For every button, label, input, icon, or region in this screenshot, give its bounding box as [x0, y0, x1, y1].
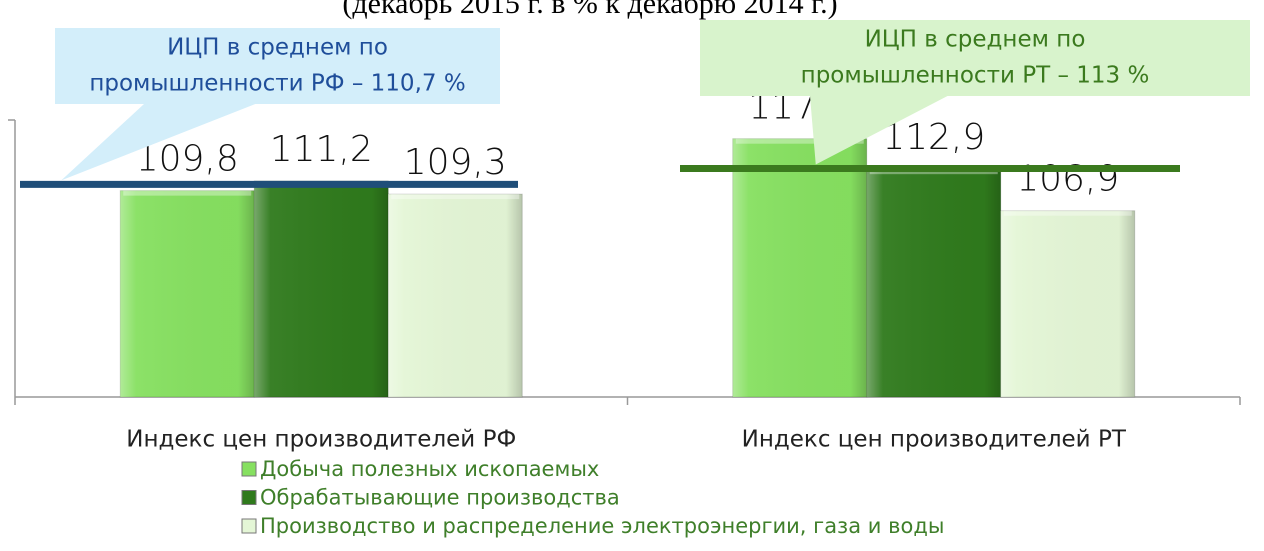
callout	[700, 20, 1250, 165]
x-tick-label: Индекс цен производителей РТ	[742, 427, 1127, 453]
callout	[55, 28, 500, 181]
bar-shine	[120, 190, 255, 397]
legend-label: Обрабатывающие производства	[260, 486, 620, 510]
bar-shine	[388, 194, 523, 397]
bar-shine	[866, 169, 1001, 397]
callout-label: ИЦП в среднем по	[865, 27, 1086, 53]
callout-label: промышленности РТ – 113 %	[801, 63, 1150, 89]
bar-top	[391, 194, 520, 200]
bar-top	[735, 138, 864, 144]
value-label: 106,9	[1016, 159, 1119, 200]
legend-label: Добыча полезных ископаемых	[260, 457, 599, 481]
x-tick-label: Индекс цен производителей РФ	[126, 427, 516, 453]
value-label: 112,9	[882, 117, 985, 158]
value-label: 109,8	[136, 139, 239, 180]
bar-shine	[732, 138, 867, 397]
legend-swatch	[241, 490, 257, 505]
legend-swatch	[241, 518, 257, 534]
value-label: 111,2	[270, 129, 373, 170]
legend-swatch	[241, 461, 257, 477]
chart-title: (декабрь 2015 г. в % к декабрю 2014 г.)	[342, 0, 837, 20]
bar-top	[1003, 210, 1132, 216]
callout-label: ИЦП в среднем по	[167, 35, 388, 61]
legend-label: Производство и распределение электроэнер…	[260, 514, 944, 538]
callout-label: промышленности РФ – 110,7 %	[89, 71, 465, 97]
value-label: 109,3	[404, 142, 507, 183]
bar-shine	[254, 180, 389, 397]
bar-shine	[1000, 210, 1135, 397]
bar-top	[123, 190, 252, 196]
